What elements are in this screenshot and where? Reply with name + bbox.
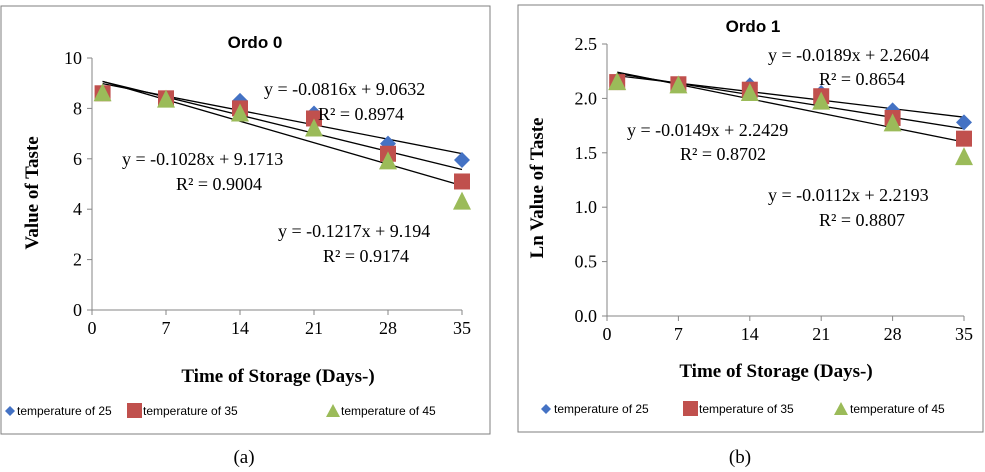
- chart-a-axes: [87, 57, 463, 315]
- chart-ordo-1: Ordo 1 0.0 0.5 1.0 1.5 2.0 2.5 0 7 14 21 28 35 y = …: [517, 4, 984, 433]
- chart-a-r2-3: R² = 0.9174: [323, 246, 409, 266]
- chart-a-r2-1: R² = 0.8974: [318, 104, 404, 124]
- x-tick-label: 14: [231, 318, 249, 338]
- y-tick-label: 0.0: [575, 306, 598, 326]
- y-tick-label: 0.5: [575, 252, 598, 272]
- legend-a-diamond-icon: [5, 406, 15, 416]
- chart-b-ylabel: Ln Value of Taste: [527, 118, 548, 259]
- caption-b: (b): [729, 447, 751, 468]
- chart-a-xlabel: Time of Storage (Days-): [181, 366, 374, 387]
- data-point-triangle: [669, 75, 688, 94]
- chart-b-r2-2: R² = 0.8702: [680, 144, 766, 164]
- data-point-triangle: [379, 151, 397, 170]
- chart-b-eq-2: y = -0.0149x + 2.2429: [627, 120, 788, 140]
- chart-a-tick-labels: 0 2 4 6 8 10 0 7 14 21 28 35: [64, 48, 471, 338]
- chart-b-eq-1: y = -0.0189x + 2.2604: [768, 45, 929, 65]
- y-tick-label: 4: [73, 199, 82, 219]
- chart-b-tick-labels: 0.0 0.5 1.0 1.5 2.0 2.5 0 7 14 21 28 35: [575, 34, 974, 344]
- chart-a-eq-2: y = -0.1028x + 9.1713: [122, 149, 283, 169]
- x-tick-label: 35: [453, 318, 471, 338]
- chart-b-legend: temperature of 25 temperature of 35 temp…: [541, 401, 945, 416]
- legend-b-triangle-icon: [834, 402, 848, 415]
- caption-a: (a): [233, 447, 254, 468]
- data-point-triangle: [955, 147, 973, 166]
- chart-ordo-0: Ordo 0 0 2 4 6 8 10 0 7 14 21 28 35 y = -0.0816x + …: [0, 5, 491, 435]
- legend-b-diamond-icon: [541, 404, 551, 414]
- data-point-square: [306, 110, 322, 127]
- data-point-triangle: [883, 113, 902, 132]
- x-tick-label: 21: [305, 318, 323, 338]
- legend-a-label-3: temperature of 45: [341, 404, 436, 418]
- x-tick-label: 28: [884, 324, 902, 344]
- chart-a-ylabel: Value of Taste: [22, 136, 43, 249]
- chart-a-legend: temperature of 25 temperature of 35 temp…: [5, 403, 436, 418]
- chart-a-eq-3: y = -0.1217x + 9.194: [278, 221, 430, 241]
- y-tick-label: 2.0: [575, 88, 598, 108]
- x-tick-label: 21: [812, 324, 830, 344]
- data-point-square: [956, 130, 972, 147]
- legend-b-label-1: temperature of 25: [554, 402, 649, 416]
- y-tick-label: 0: [73, 300, 82, 320]
- data-point-diamond: [956, 114, 972, 131]
- chart-a-markers: [93, 83, 471, 210]
- x-tick-label: 7: [162, 318, 171, 338]
- legend-a-label-1: temperature of 25: [17, 404, 112, 418]
- y-tick-label: 1.5: [575, 143, 598, 163]
- legend-b-label-3: temperature of 45: [850, 402, 945, 416]
- chart-a-border: [0, 5, 491, 435]
- chart-b-border: [517, 4, 984, 433]
- chart-b-eq-3: y = -0.0112x + 2.2193: [768, 185, 929, 205]
- y-tick-label: 1.0: [575, 197, 598, 217]
- data-point-triangle: [608, 72, 627, 91]
- x-tick-label: 0: [88, 318, 97, 338]
- chart-a-r2-2: R² = 0.9004: [176, 174, 262, 194]
- data-point-triangle: [305, 118, 323, 137]
- legend-b-square-icon: [683, 401, 698, 416]
- chart-b-r2-1: R² = 0.8654: [819, 69, 905, 89]
- chart-b-title: Ordo 1: [726, 17, 781, 36]
- y-tick-label: 8: [73, 98, 82, 118]
- chart-b-xlabel: Time of Storage (Days-): [679, 361, 872, 382]
- x-tick-label: 0: [603, 324, 612, 344]
- legend-b-label-2: temperature of 35: [699, 402, 794, 416]
- x-tick-label: 35: [955, 324, 973, 344]
- chart-b-axes: [602, 43, 965, 321]
- x-tick-label: 28: [379, 318, 397, 338]
- data-point-triangle: [231, 103, 249, 122]
- data-point-triangle: [157, 89, 175, 108]
- chart-a-eq-1: y = -0.0816x + 9.0632: [264, 79, 425, 99]
- data-point-square: [454, 173, 470, 190]
- data-point-triangle: [93, 83, 112, 102]
- data-point-triangle: [740, 82, 759, 101]
- data-point-triangle: [453, 191, 471, 210]
- x-tick-label: 7: [674, 324, 683, 344]
- x-tick-label: 14: [741, 324, 759, 344]
- y-tick-label: 2.5: [575, 34, 598, 54]
- y-tick-label: 10: [64, 48, 82, 68]
- legend-a-label-2: temperature of 35: [143, 404, 238, 418]
- legend-a-square-icon: [127, 403, 142, 418]
- chart-a-title: Ordo 0: [228, 33, 283, 52]
- y-tick-label: 6: [73, 149, 82, 169]
- chart-b-r2-3: R² = 0.8807: [819, 210, 905, 230]
- chart-b-markers: [608, 72, 973, 166]
- data-point-diamond: [454, 152, 470, 169]
- data-point-triangle: [812, 91, 831, 110]
- legend-a-triangle-icon: [326, 404, 340, 417]
- y-tick-label: 2: [73, 250, 82, 270]
